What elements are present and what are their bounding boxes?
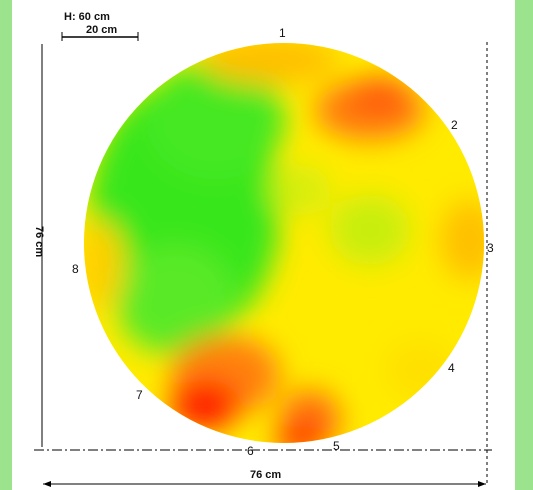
sensor-label-5: 5 xyxy=(333,439,340,453)
sensor-label-2: 2 xyxy=(451,118,458,132)
sensor-label-8: 8 xyxy=(72,262,79,276)
height-label: H: 60 cm xyxy=(64,11,110,23)
sensor-label-3: 3 xyxy=(487,241,494,255)
sensor-label-7: 7 xyxy=(136,388,143,402)
horizontal-dimension-label: 76 cm xyxy=(250,469,282,481)
arrow-right xyxy=(478,481,486,487)
sensor-label-6: 6 xyxy=(247,444,254,458)
sensor-label-4: 4 xyxy=(448,361,455,375)
scale-label: 20 cm xyxy=(86,24,118,36)
sensor-label-1: 1 xyxy=(279,26,286,40)
vertical-dimension-label: 76 cm xyxy=(33,226,45,258)
arrow-left xyxy=(43,481,51,487)
heatmap-disc xyxy=(84,43,484,443)
